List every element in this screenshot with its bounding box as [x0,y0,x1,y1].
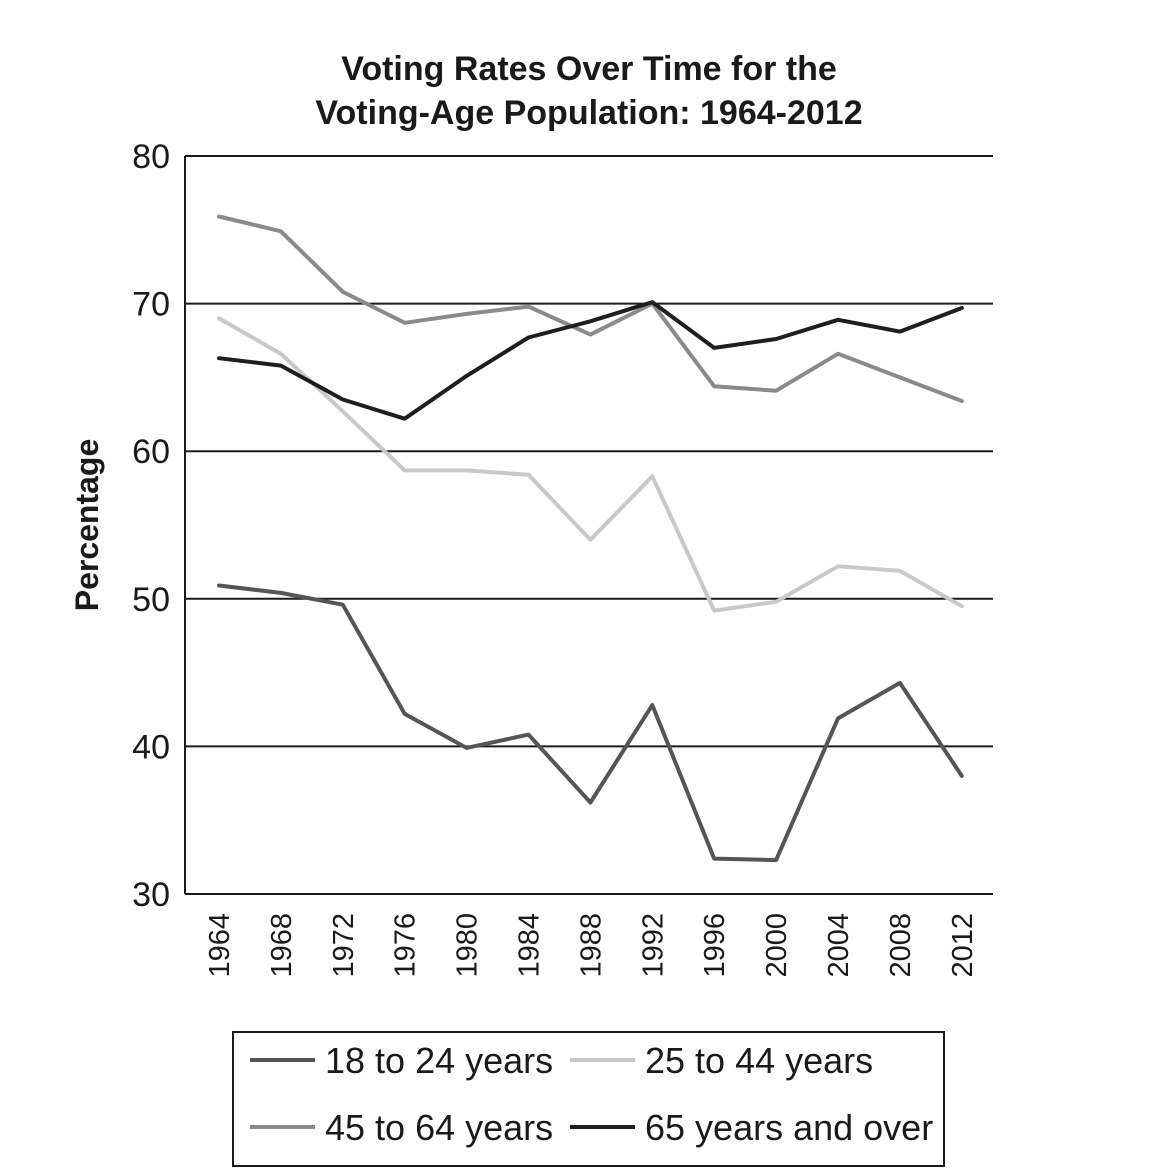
series-line-2 [217,214,964,403]
y-tick-label: 70 [132,286,170,324]
legend-label-1: 25 to 44 years [645,1040,873,1081]
x-tick-label: 2004 [823,913,855,978]
x-tick-labels: 1964 1968 1972 1976 1980 1984 1988 1992 1996 2000… [204,913,979,978]
x-tick-label: 2000 [761,913,793,978]
y-tick-label: 80 [132,138,170,176]
x-tick-label: 1996 [699,913,731,978]
x-tick-label: 1972 [328,913,360,978]
x-tick-label: 1984 [514,913,546,978]
series-lines [217,214,964,863]
y-tick-labels: 30 40 50 60 70 80 [132,138,170,914]
y-tick-label: 50 [132,581,170,619]
series-line-1 [217,316,964,613]
x-tick-label: 1976 [390,913,422,978]
x-tick-label: 1988 [575,913,607,978]
x-tick-label: 1964 [204,913,236,978]
chart-title-line-1: Voting Rates Over Time for the [341,50,837,88]
legend-label-3: 65 years and over [645,1107,933,1148]
chart-title-line-2: Voting-Age Population: 1964-2012 [315,94,862,132]
axes [184,156,993,895]
x-tick-label: 1992 [637,913,669,978]
y-gridlines [185,155,993,748]
y-tick-label: 30 [132,876,170,914]
x-tick-label: 2008 [885,913,917,978]
series-line-0 [217,583,964,863]
y-axis-title: Percentage [69,439,105,612]
y-tick-label: 40 [132,728,170,766]
legend-box [232,1031,945,1167]
series-line-3 [217,300,964,421]
legend-label-2: 45 to 64 years [325,1107,553,1148]
legend-label-0: 18 to 24 years [325,1040,553,1081]
x-tick-label: 1968 [266,913,298,978]
chart-title: Voting Rates Over Time for the Voting-Ag… [315,50,862,132]
legend: 18 to 24 years 25 to 44 years 45 to 64 yea… [232,1031,945,1167]
y-tick-label: 60 [132,433,170,471]
x-tick-label: 1980 [452,913,484,978]
x-tick-label: 2012 [947,913,979,978]
